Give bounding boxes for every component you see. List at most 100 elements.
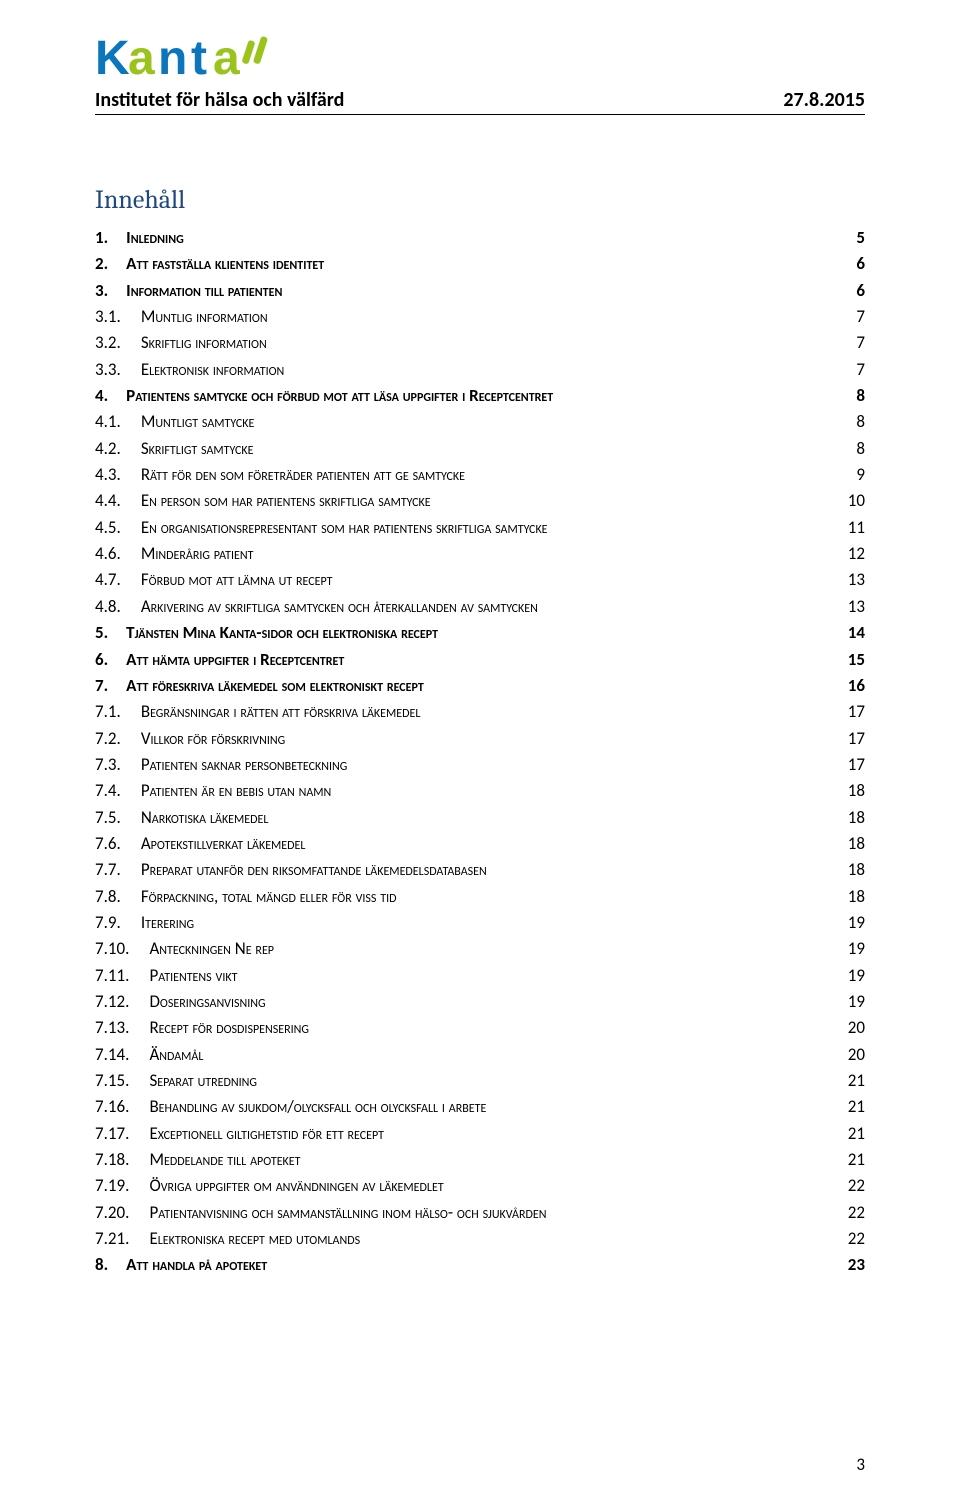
toc-entry-page: 20 [842, 1042, 865, 1068]
toc-entry[interactable]: 7.18.Meddelande till apoteket21 [95, 1147, 865, 1173]
header-date: 27.8.2015 [783, 88, 865, 112]
toc-entry-label: 4.3.Rätt för den som företräder patiente… [95, 462, 850, 488]
toc-entry[interactable]: 7.7.Preparat utanför den riksomfattande … [95, 857, 865, 883]
toc-entry-title: Patientanvisning och sammanställning ino… [149, 1202, 546, 1223]
toc-entry-label: 4.4.En person som har patientens skriftl… [95, 488, 842, 514]
toc-entry-label: 7.9.Iterering [95, 910, 842, 936]
toc-entry[interactable]: 4.Patientens samtycke och förbud mot att… [95, 383, 865, 409]
toc-entry-page: 17 [842, 726, 865, 752]
toc-entry[interactable]: 7.8.Förpackning, total mängd eller för v… [95, 884, 865, 910]
toc-entry[interactable]: 4.3.Rätt för den som företräder patiente… [95, 462, 865, 488]
toc-entry-page: 10 [842, 488, 865, 514]
toc-entry-number: 1. [95, 227, 108, 248]
toc-entry-title: Behandling av sjukdom/olycksfall och oly… [149, 1096, 486, 1117]
toc-entry-title: Skriftlig information [141, 332, 267, 353]
toc-entry-title: Information till patienten [126, 280, 282, 301]
toc-entry[interactable]: 4.7.Förbud mot att lämna ut recept13 [95, 567, 865, 593]
toc-entry-page: 8 [850, 409, 865, 435]
toc-entry[interactable]: 6.Att hämta uppgifter i Receptcentret15 [95, 647, 865, 673]
toc-entry-label: 4.5.En organisationsrepresentant som har… [95, 515, 842, 541]
toc-entry-page: 11 [842, 515, 865, 541]
toc-entry[interactable]: 8.Att handla på apoteket23 [95, 1252, 865, 1278]
toc-entry[interactable]: 3.3.Elektronisk information7 [95, 357, 865, 383]
toc-entry[interactable]: 4.2.Skriftligt samtycke8 [95, 436, 865, 462]
toc-entry-title: Skriftligt samtycke [141, 438, 254, 459]
toc-entry-title: Iterering [141, 912, 194, 933]
toc-entry[interactable]: 4.1.Muntligt samtycke8 [95, 409, 865, 435]
toc-entry-page: 17 [842, 699, 865, 725]
toc-entry-label: 7.17.Exceptionell giltighetstid för ett … [95, 1121, 842, 1147]
svg-text:t: t [191, 32, 207, 85]
toc-entry-label: 1. Inledning [95, 225, 850, 251]
toc-entry-page: 5 [850, 225, 865, 251]
toc-entry[interactable]: 7.9.Iterering19 [95, 910, 865, 936]
toc-entry[interactable]: 4.4.En person som har patientens skriftl… [95, 488, 865, 514]
toc-entry-page: 20 [842, 1015, 865, 1041]
toc-entry-label: 7.15.Separat utredning [95, 1068, 842, 1094]
toc-entry[interactable]: 7.16. Behandling av sjukdom/olycksfall oc… [95, 1094, 865, 1120]
toc-entry[interactable]: 3.1.Muntlig information7 [95, 304, 865, 330]
toc-entry-title: Minderårig patient [141, 543, 254, 564]
toc-entry-page: 19 [842, 963, 865, 989]
toc-entry-title: Att fastställa klientens identitet [126, 253, 324, 274]
toc-entry-page: 8 [850, 436, 865, 462]
toc-entry-label: 7.20. Patientanvisning och sammanställnin… [95, 1200, 842, 1226]
toc-entry[interactable]: 7.11.Patientens vikt19 [95, 963, 865, 989]
toc-entry-title: Meddelande till apoteket [149, 1149, 300, 1170]
toc-entry[interactable]: 4.5.En organisationsrepresentant som har… [95, 515, 865, 541]
toc-entry-title: Övriga uppgifter om användningen av läke… [149, 1175, 443, 1196]
toc-entry-number: 7.11. [95, 965, 129, 986]
toc-entry-title: Begränsningar i rätten att förskriva läk… [141, 701, 421, 722]
toc-entry[interactable]: 7.6.Apotekstillverkat läkemedel18 [95, 831, 865, 857]
toc-entry[interactable]: 7.5.Narkotiska läkemedel18 [95, 805, 865, 831]
toc-entry[interactable]: 7.1.Begränsningar i rätten att förskriva… [95, 699, 865, 725]
toc-entry-label: 3.Information till patienten [95, 278, 850, 304]
toc-entry[interactable]: 2.Att fastställa klientens identitet6 [95, 251, 865, 277]
toc-entry[interactable]: 7.20. Patientanvisning och sammanställnin… [95, 1200, 865, 1226]
toc-entry-title: Arkivering av skriftliga samtycken och å… [141, 596, 538, 617]
toc-entry[interactable]: 1. Inledning 5 [95, 225, 865, 251]
toc-entry-number: 7.8. [95, 886, 121, 907]
toc-entry-number: 7.16. [95, 1096, 129, 1117]
toc-entry-number: 7.18. [95, 1149, 129, 1170]
toc-entry[interactable]: 7.19.Övriga uppgifter om användningen av… [95, 1173, 865, 1199]
toc-entry-title: Muntligt samtycke [141, 411, 255, 432]
toc-entry-number: 8. [95, 1254, 108, 1275]
toc-entry[interactable]: 7.10.Anteckningen Ne rep19 [95, 936, 865, 962]
toc-entry-label: 4.6.Minderårig patient [95, 541, 842, 567]
toc-entry[interactable]: 7.2.Villkor för förskrivning17 [95, 726, 865, 752]
toc-entry[interactable]: 7.13.Recept för dosdispensering20 [95, 1015, 865, 1041]
toc-entry[interactable]: 3.2.Skriftlig information7 [95, 330, 865, 356]
toc-entry-label: 7.14.Ändamål [95, 1042, 842, 1068]
toc-entry-number: 7.20. [95, 1202, 129, 1223]
toc-entry-page: 22 [842, 1173, 865, 1199]
toc-entry[interactable]: 7.21.Elektroniska recept med utomlands22 [95, 1226, 865, 1252]
toc-entry-label: 7.7.Preparat utanför den riksomfattande … [95, 857, 842, 883]
toc-entry-page: 19 [842, 936, 865, 962]
toc-entry[interactable]: 7.4.Patienten är en bebis utan namn18 [95, 778, 865, 804]
toc-entry[interactable]: 7.17.Exceptionell giltighetstid för ett … [95, 1121, 865, 1147]
toc-entry-number: 7.5. [95, 807, 121, 828]
toc-entry-number: 3.3. [95, 359, 121, 380]
toc-entry-title: Att handla på apoteket [126, 1254, 267, 1275]
toc-entry-title: Inledning [126, 227, 184, 248]
toc-entry-label: 7.1.Begränsningar i rätten att förskriva… [95, 699, 842, 725]
toc-entry[interactable]: 7.12.Doseringsanvisning19 [95, 989, 865, 1015]
toc-entry[interactable]: 7.Att föreskriva läkemedel som elektroni… [95, 673, 865, 699]
svg-text:a: a [128, 32, 155, 85]
toc-entry-label: 6.Att hämta uppgifter i Receptcentret [95, 647, 842, 673]
toc-entry-number: 7.14. [95, 1044, 129, 1065]
toc-entry[interactable]: 5.Tjänsten Mina Kanta-sidor och elektron… [95, 620, 865, 646]
toc-entry-label: 7.5.Narkotiska läkemedel [95, 805, 842, 831]
toc-entry[interactable]: 7.3.Patienten saknar personbeteckning17 [95, 752, 865, 778]
toc-entry[interactable]: 7.15.Separat utredning21 [95, 1068, 865, 1094]
toc-entry[interactable]: 7.14.Ändamål20 [95, 1042, 865, 1068]
toc-entry-page: 18 [842, 831, 865, 857]
toc-entry-number: 7.2. [95, 728, 121, 749]
toc-entry-page: 22 [842, 1226, 865, 1252]
toc-entry-label: 5.Tjänsten Mina Kanta-sidor och elektron… [95, 620, 842, 646]
toc-entry-number: 7.3. [95, 754, 121, 775]
toc-entry[interactable]: 4.8.Arkivering av skriftliga samtycken o… [95, 594, 865, 620]
toc-entry[interactable]: 3.Information till patienten6 [95, 278, 865, 304]
toc-entry[interactable]: 4.6.Minderårig patient12 [95, 541, 865, 567]
